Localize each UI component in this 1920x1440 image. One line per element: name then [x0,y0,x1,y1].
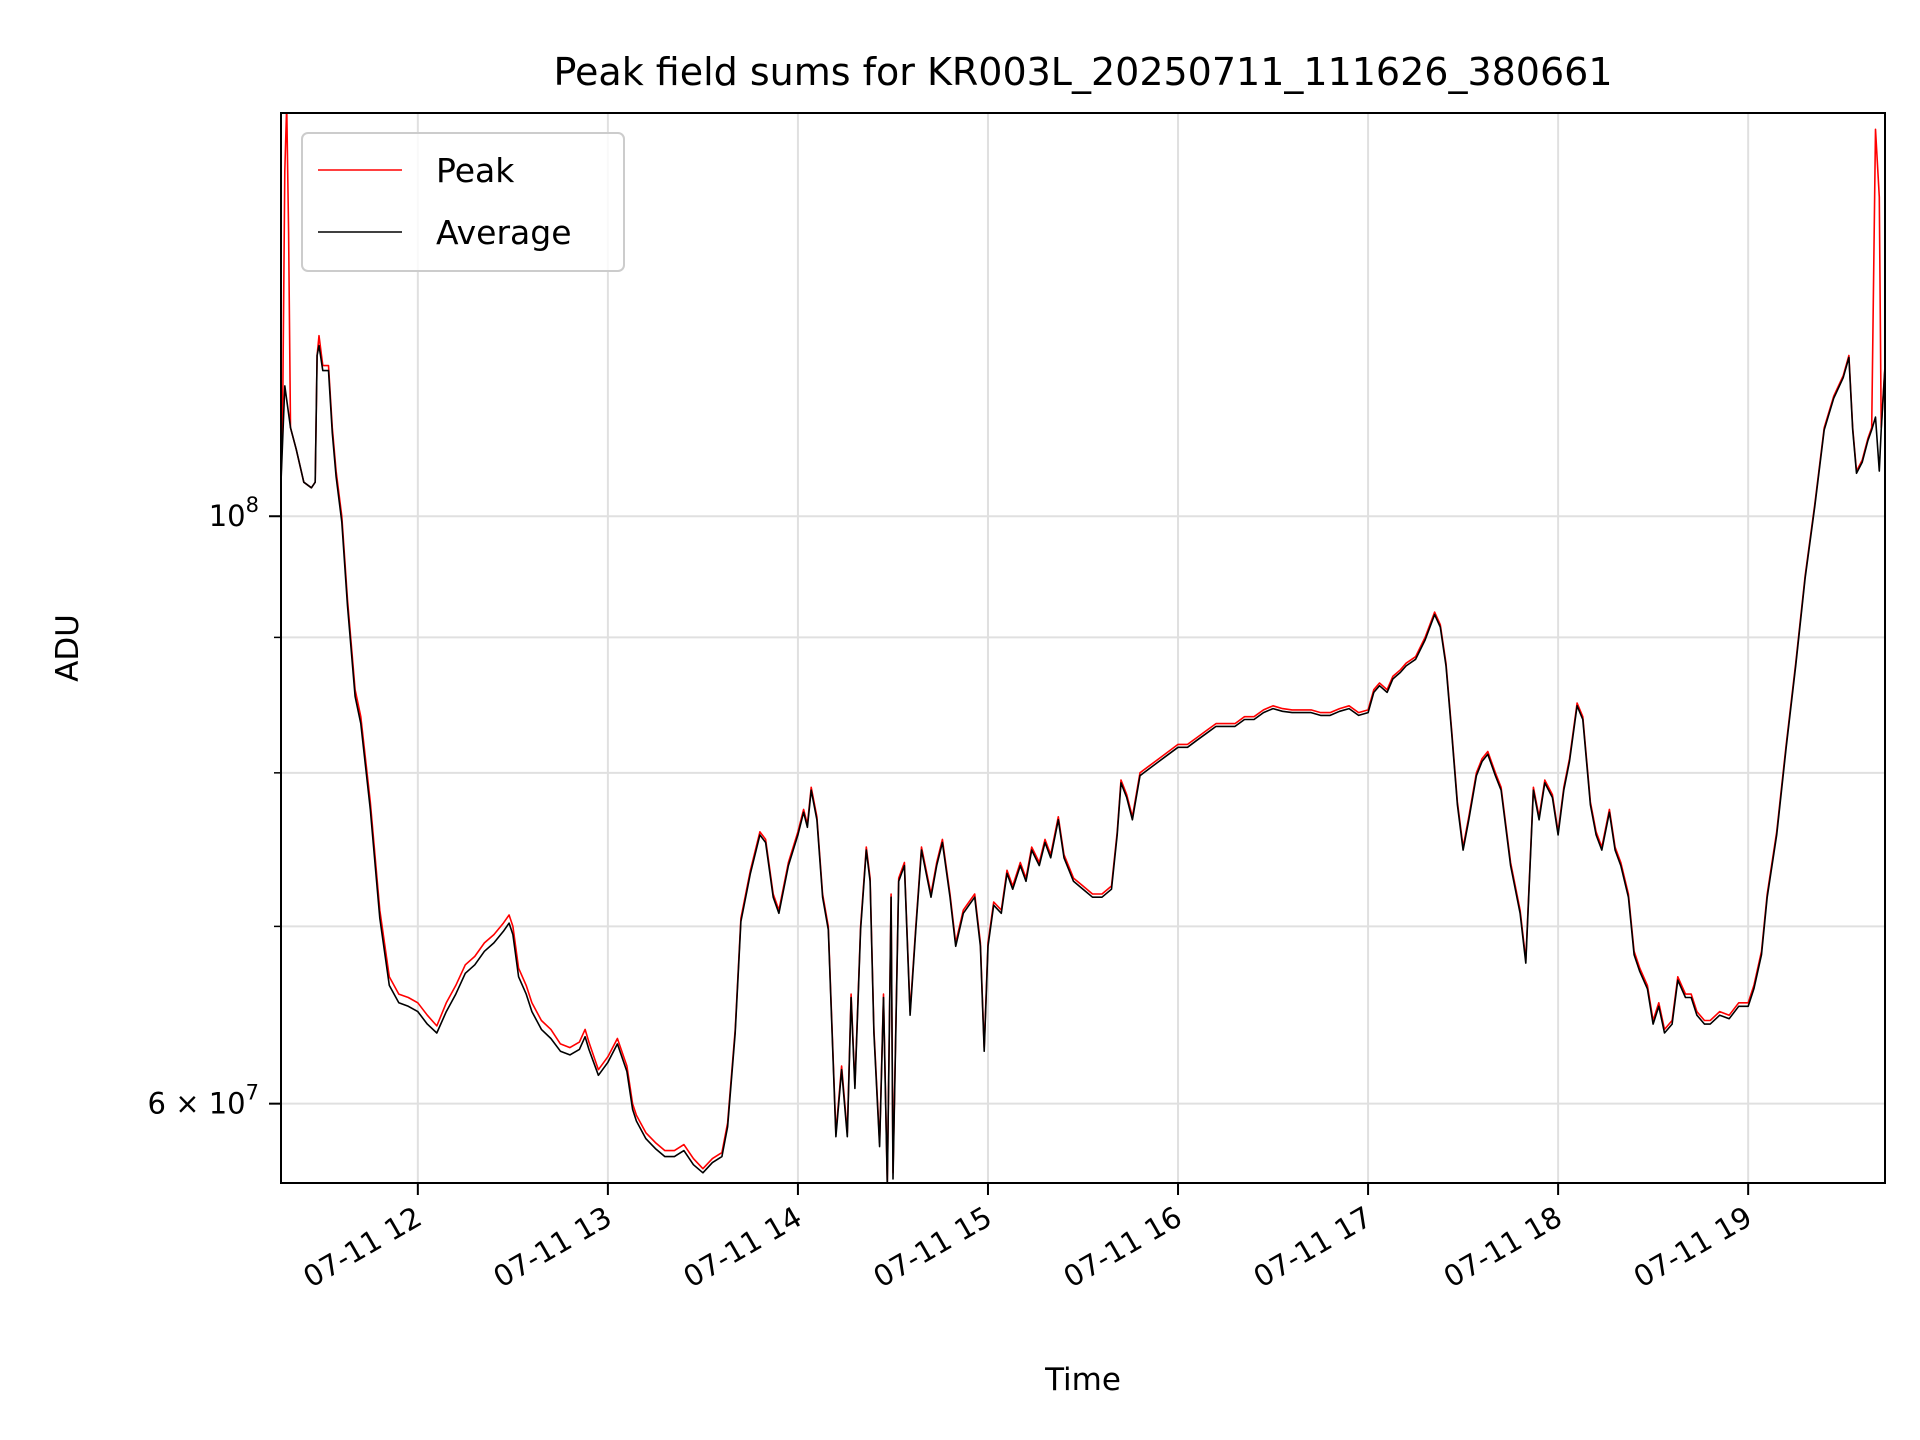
legend-average-label: Average [436,213,572,252]
plot-frame [280,112,1886,1184]
y-axis-label: ADU [50,614,86,682]
grid [281,113,1885,1183]
series-line-average [281,344,1885,1183]
chart-title: Peak field sums for KR003L_20250711_1116… [553,50,1612,94]
y-tick-label: 108 [209,493,259,533]
y-tick-label: 6 × 107 [148,1081,259,1121]
legend: Peak Average [301,132,625,272]
legend-peak-label: Peak [436,151,515,190]
x-axis-label: Time [1044,1362,1121,1398]
series-layer [281,113,1885,1183]
legend-box [301,132,625,272]
